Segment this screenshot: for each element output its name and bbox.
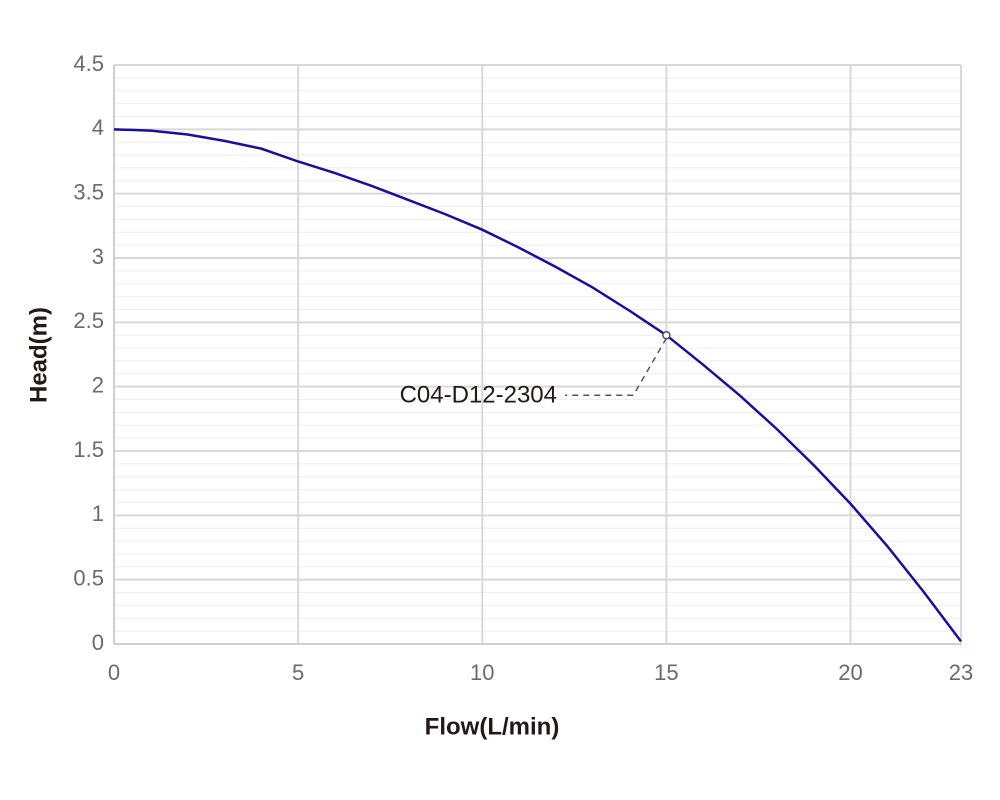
x-tick-label: 10: [470, 660, 494, 685]
x-tick-label: 15: [654, 660, 678, 685]
y-axis-title: Head(m): [25, 307, 52, 403]
y-tick-label: 4.5: [73, 51, 104, 76]
y-tick-label: 3: [92, 244, 104, 269]
x-tick-label: 5: [292, 660, 304, 685]
x-tick-label: 20: [838, 660, 862, 685]
y-tick-label: 2.5: [73, 308, 104, 333]
y-tick-label: 0.5: [73, 565, 104, 590]
y-tick-label: 0: [92, 630, 104, 655]
annotation-point: [662, 330, 671, 340]
annotation-leader: [565, 337, 668, 396]
y-tick-label: 2: [92, 372, 104, 397]
y-tick-label: 1: [92, 501, 104, 526]
x-tick-label: 23: [949, 660, 973, 685]
x-axis-title: Flow(L/min): [425, 713, 560, 740]
line-series: [113, 128, 962, 643]
x-tick-label: 0: [108, 660, 120, 685]
y-tick-label: 4: [92, 115, 104, 140]
y-tick-label: 1.5: [73, 437, 104, 462]
annotation-label: C04-D12-2304: [400, 382, 557, 409]
y-tick-label: 3.5: [73, 179, 104, 204]
